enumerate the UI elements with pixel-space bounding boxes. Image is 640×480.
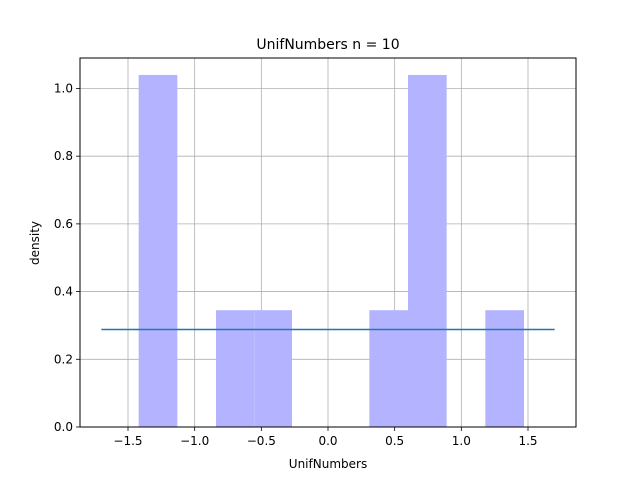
histogram-bar bbox=[369, 310, 408, 427]
y-tick-label: 0.4 bbox=[54, 285, 73, 299]
y-tick-label: 0.8 bbox=[54, 149, 73, 163]
x-axis-ticks: −1.5 −1.0 −0.5 0.0 0.5 1.0 1.5 bbox=[113, 427, 538, 448]
x-tick-label: 0.5 bbox=[385, 434, 404, 448]
y-axis-ticks: 0.0 0.2 0.4 0.6 0.8 1.0 bbox=[54, 81, 80, 434]
histogram-bar bbox=[254, 310, 292, 427]
x-tick-label: 1.0 bbox=[452, 434, 471, 448]
y-tick-label: 1.0 bbox=[54, 81, 73, 95]
y-tick-label: 0.6 bbox=[54, 217, 73, 231]
x-axis-label: UnifNumbers bbox=[289, 457, 367, 471]
x-tick-label: −0.5 bbox=[247, 434, 276, 448]
histogram-bar bbox=[216, 310, 255, 427]
y-tick-label: 0.2 bbox=[54, 352, 73, 366]
histogram-bar bbox=[138, 74, 178, 427]
x-tick-label: −1.5 bbox=[113, 434, 142, 448]
histogram-bar bbox=[485, 310, 524, 427]
histogram-bars bbox=[138, 74, 524, 427]
chart-title: UnifNumbers n = 10 bbox=[256, 37, 399, 53]
histogram-bar bbox=[408, 74, 447, 427]
y-tick-label: 0.0 bbox=[54, 420, 73, 434]
x-tick-label: 0.0 bbox=[318, 434, 337, 448]
x-tick-label: 1.5 bbox=[518, 434, 537, 448]
y-axis-label: density bbox=[28, 221, 42, 265]
x-tick-label: −1.0 bbox=[180, 434, 209, 448]
